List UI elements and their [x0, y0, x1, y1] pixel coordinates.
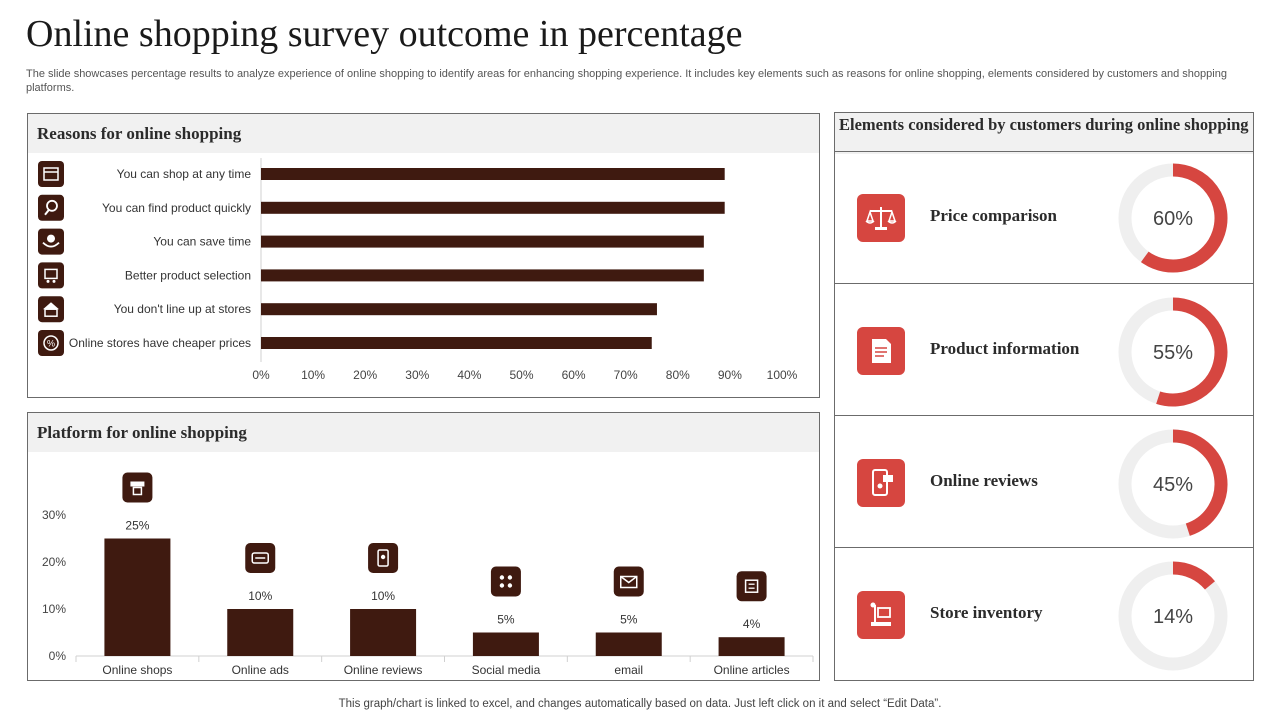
category-label: Online articles [714, 663, 790, 677]
percent-icon: % [38, 330, 64, 356]
data-label: 5% [620, 613, 638, 627]
category-label: Online shops [102, 663, 172, 677]
online-reviews-donut: 45% [1118, 429, 1228, 539]
donut-arc [1156, 297, 1228, 407]
reasons-panel: Reasons for online shopping You can shop… [27, 113, 820, 398]
bar [261, 168, 725, 180]
category-label: Online ads [232, 663, 289, 677]
scales-icon [857, 194, 905, 242]
y-tick-label: 0% [49, 649, 67, 663]
magnifier-icon [38, 194, 64, 221]
category-label: You can find product quickly [102, 201, 251, 215]
product-info-donut: 55% [1118, 297, 1228, 407]
platform-chart: 0% 10% 20% 30% 25% Online shops 10% Online ads 1… [42, 472, 814, 677]
svg-text:%: % [47, 339, 55, 349]
reasons-chart: You can shop at any time You can find pro… [38, 158, 798, 382]
email-icon [613, 566, 644, 597]
x-tick-label: 90% [718, 368, 742, 382]
bar [472, 632, 539, 656]
donut-arc [1172, 561, 1215, 590]
category-label: You can save time [153, 235, 251, 249]
data-label: 10% [248, 589, 272, 603]
price-donut: 60% [1118, 163, 1228, 273]
social-icon [490, 566, 521, 597]
shop-icon [122, 472, 153, 503]
data-label: 25% [125, 519, 149, 533]
donut-value: 45% [1153, 474, 1193, 496]
x-tick-label: 40% [457, 368, 481, 382]
page-subtitle: The slide showcases percentage results t… [26, 68, 1227, 94]
platform-panel: Platform for online shopping 0% 10% 20% 30%… [27, 412, 820, 681]
x-tick-label: 10% [301, 368, 325, 382]
element-row-store-inventory: Store inventory 14% [835, 547, 1253, 680]
hand-coin-icon [38, 228, 64, 255]
category-label: Online reviews [344, 663, 423, 677]
cart-icon [38, 262, 64, 289]
category-label: Online stores have cheaper prices [69, 336, 251, 350]
x-tick-label: 80% [666, 368, 690, 382]
bar [718, 637, 785, 656]
article-icon [736, 571, 767, 602]
category-label: You don't line up at stores [114, 302, 251, 316]
phone-review-icon [857, 459, 905, 507]
platform-panel-title: Platform for online shopping [28, 413, 819, 452]
donut-arc [1140, 163, 1228, 273]
elements-panel: Elements considered by customers during … [834, 112, 1254, 681]
page-title: Online shopping survey outcome in percen… [26, 13, 743, 55]
donut-value: 60% [1153, 208, 1193, 230]
element-label: Price comparison [930, 206, 1057, 225]
category-label: You can shop at any time [117, 167, 252, 181]
x-tick-label: 100% [767, 368, 798, 382]
bar [261, 269, 704, 282]
calendar-icon [38, 161, 64, 187]
bar [261, 303, 657, 316]
donut-arc [1172, 429, 1228, 536]
bar [261, 201, 725, 214]
x-tick-label: 50% [509, 368, 533, 382]
bar [595, 632, 662, 656]
bar [104, 538, 171, 656]
store-inventory-donut: 14% [1118, 561, 1228, 671]
element-row-online-reviews: Online reviews 45% [835, 415, 1253, 548]
inventory-icon [857, 591, 905, 639]
x-tick-label: 0% [252, 368, 270, 382]
x-tick-label: 20% [353, 368, 377, 382]
y-tick-label: 10% [42, 602, 66, 616]
bar [227, 609, 294, 656]
data-label: 5% [497, 613, 515, 627]
review-icon [368, 543, 399, 573]
category-label: Better product selection [125, 268, 251, 282]
x-tick-label: 70% [614, 368, 638, 382]
category-label: email [614, 663, 643, 677]
data-label: 4% [743, 617, 761, 631]
y-tick-label: 30% [42, 508, 66, 522]
reasons-panel-title: Reasons for online shopping [28, 114, 819, 153]
document-icon [857, 327, 905, 375]
footer-note: This graph/chart is linked to excel, and… [338, 698, 942, 710]
element-label: Store inventory [930, 603, 1043, 622]
element-row-product-info: Product information 55% [835, 283, 1253, 416]
donut-value: 14% [1153, 606, 1193, 628]
element-row-price: Price comparison 60% [835, 151, 1253, 284]
store-icon [38, 296, 64, 323]
bar [350, 609, 417, 656]
data-label: 10% [371, 589, 395, 603]
category-label: Social media [472, 663, 541, 677]
ad-icon [245, 543, 276, 573]
y-tick-label: 20% [42, 555, 66, 569]
elements-panel-title: Elements considered by customers during … [835, 113, 1253, 154]
element-label: Product information [930, 339, 1080, 358]
donut-value: 55% [1153, 342, 1193, 364]
bar [261, 235, 704, 248]
x-tick-label: 30% [405, 368, 429, 382]
x-tick-label: 60% [562, 368, 586, 382]
bar [261, 337, 652, 349]
element-label: Online reviews [930, 471, 1038, 490]
